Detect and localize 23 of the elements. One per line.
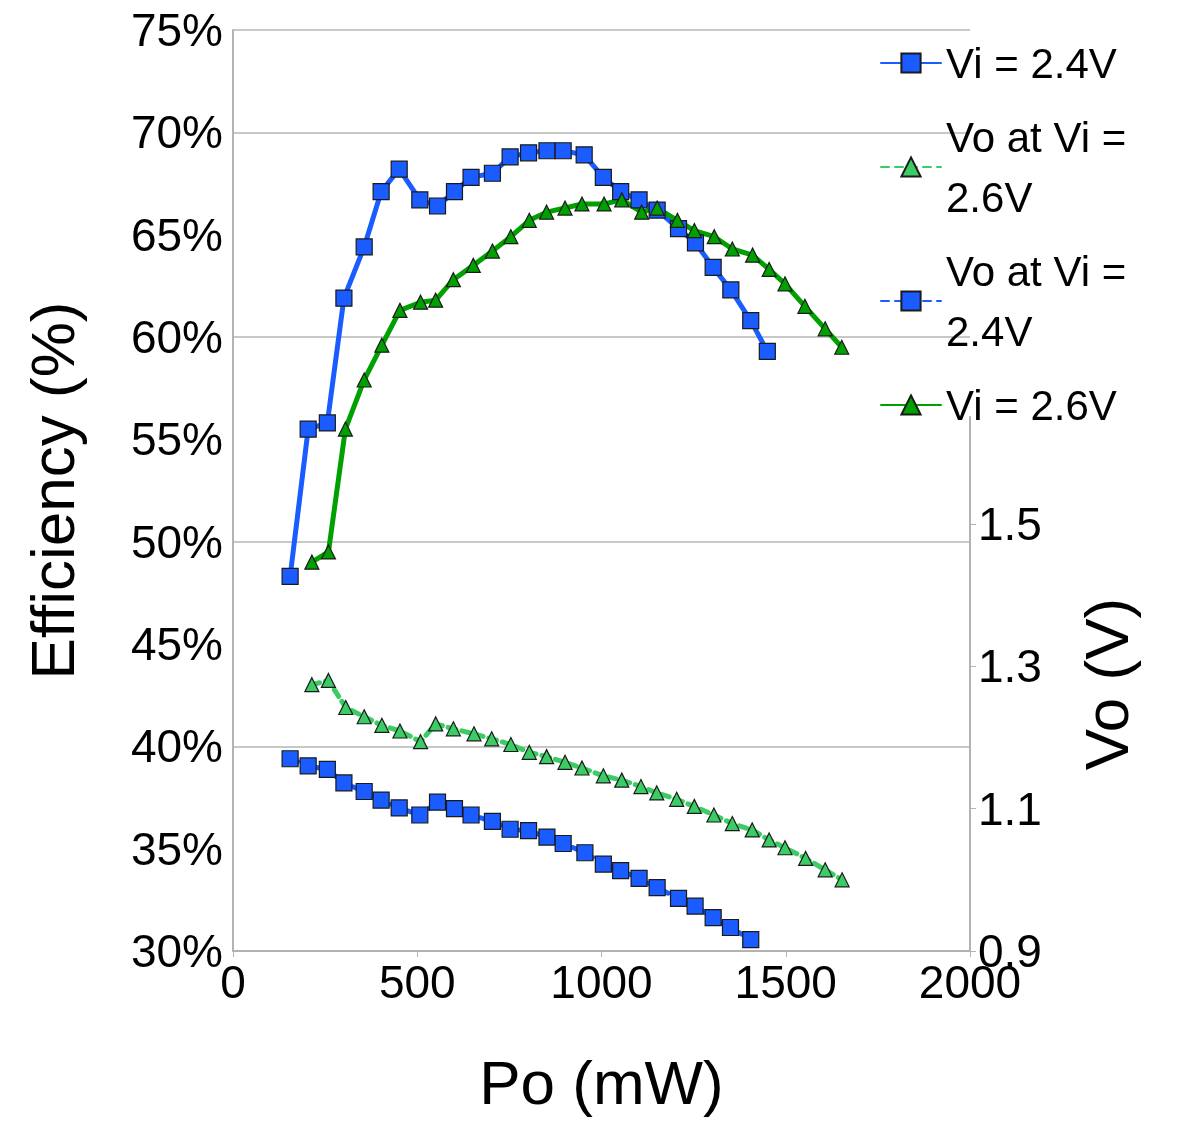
x-tick-label: 1000 bbox=[550, 956, 653, 1008]
x-tick-label: 1500 bbox=[734, 956, 837, 1008]
y-tick-label: 75% bbox=[130, 4, 223, 56]
x-axis-title: Po (mW) bbox=[479, 1047, 724, 1117]
y-tick-label: 60% bbox=[130, 311, 223, 363]
x-tick-label: 500 bbox=[378, 956, 456, 1008]
y-tick-label: 45% bbox=[130, 618, 223, 670]
y-tick-label: 55% bbox=[130, 413, 223, 466]
y2-tick-label: 1.5 bbox=[978, 497, 1042, 550]
y2-tick-label: 1.3 bbox=[978, 640, 1042, 693]
y-tick-label: 65% bbox=[130, 208, 223, 261]
y-tick-label: 70% bbox=[130, 106, 223, 159]
y2-tick-label: 1.1 bbox=[978, 782, 1042, 835]
y-tick-label: 40% bbox=[130, 720, 223, 773]
legend-label: Vi = 2.4V bbox=[946, 39, 1117, 87]
y-axis-title: Efficiency (%) bbox=[17, 301, 87, 680]
legend-label: Vi = 2.6V bbox=[946, 381, 1117, 429]
y-tick-label: 50% bbox=[130, 515, 223, 568]
y-tick-label: 30% bbox=[130, 925, 223, 977]
legend-label: Vo at Vi = 2.4V bbox=[946, 247, 1138, 355]
y2-axis-title: Vo (V) bbox=[1071, 597, 1141, 771]
legend-label: Vo at Vi = 2.6V bbox=[946, 113, 1138, 221]
y-tick-label: 35% bbox=[130, 822, 223, 875]
